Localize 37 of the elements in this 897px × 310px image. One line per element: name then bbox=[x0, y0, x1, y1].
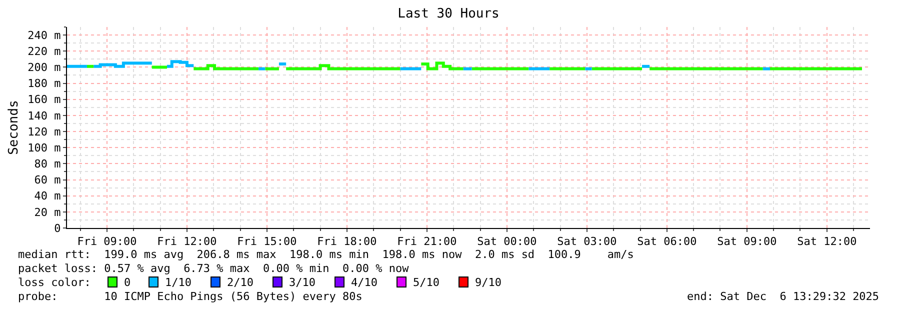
chart-title: Last 30 Hours bbox=[398, 6, 500, 22]
legend-label: 9/10 bbox=[475, 276, 502, 289]
legend-title: loss color: bbox=[18, 276, 91, 289]
y-tick-label: 240 m bbox=[28, 28, 62, 42]
x-tick-label: Fri 15:00 bbox=[237, 235, 297, 248]
x-tick-label: Sat 12:00 bbox=[797, 235, 857, 248]
x-tick-label: Fri 21:00 bbox=[397, 235, 457, 248]
y-axis-title: Seconds bbox=[6, 100, 22, 155]
y-tick-label: 100 m bbox=[28, 141, 62, 154]
y-tick-label: 20 m bbox=[34, 206, 62, 219]
legend-label: 2/10 bbox=[227, 276, 254, 289]
y-tick-label: 140 m bbox=[28, 109, 62, 122]
y-tick-label: 80 m bbox=[34, 158, 62, 171]
x-tick-label: Fri 18:00 bbox=[317, 235, 377, 248]
x-tick-label: Sat 06:00 bbox=[637, 235, 697, 248]
y-tick-label: 220 m bbox=[28, 44, 62, 58]
legend-label: 5/10 bbox=[413, 276, 440, 289]
legend-label: 4/10 bbox=[351, 276, 378, 289]
text: packet loss: 0.57 % avg 6.73 % max 0.00 % min 0.00 % now bbox=[18, 262, 410, 275]
y-tick-label: 180 m bbox=[28, 77, 62, 90]
legend-label: 0 bbox=[124, 276, 131, 289]
y-tick-label: 200 m bbox=[28, 61, 62, 74]
y-tick-label: 60 m bbox=[34, 174, 62, 187]
y-tick-label: 0 bbox=[54, 222, 61, 235]
x-tick-label: Sat 09:00 bbox=[717, 235, 777, 248]
y-tick-label: 40 m bbox=[34, 190, 62, 203]
text: median rtt: 199.0 ms avg 206.8 ms max 198.0 ms min 198.0 ms now 2.0 ms sd 100.9 am/s bbox=[18, 248, 634, 261]
x-tick-label: Fri 09:00 bbox=[77, 235, 137, 248]
y-tick-label: 160 m bbox=[28, 93, 62, 106]
y-tick-label: 120 m bbox=[28, 125, 62, 138]
legend-label: 3/10 bbox=[289, 276, 316, 289]
legend-label: 1/10 bbox=[165, 276, 192, 289]
x-tick-label: Sat 00:00 bbox=[477, 235, 537, 248]
x-tick-label: Sat 03:00 bbox=[557, 235, 617, 248]
x-tick-label: Fri 12:00 bbox=[157, 235, 217, 248]
text: end: Sat Dec 6 13:29:32 2025 bbox=[687, 290, 880, 303]
text: probe: 10 ICMP Echo Pings (56 Bytes) every 80s bbox=[18, 290, 362, 303]
